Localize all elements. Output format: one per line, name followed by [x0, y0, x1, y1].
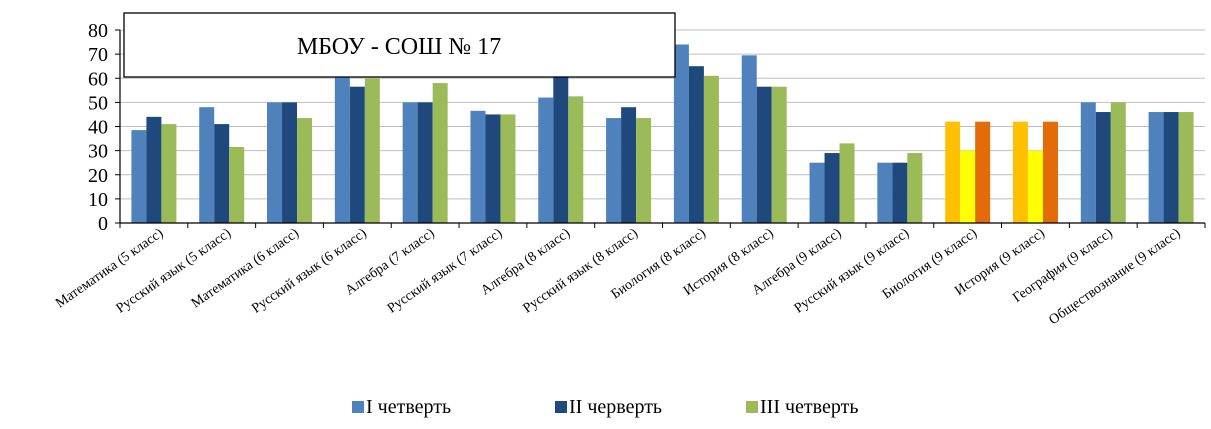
axes	[119, 30, 1206, 228]
bar	[1042, 121, 1058, 223]
bar	[334, 75, 350, 224]
legend-swatch	[352, 401, 364, 413]
x-category-label: Русский язык (6 класс)	[249, 226, 370, 317]
bar	[161, 124, 177, 223]
bar	[364, 78, 380, 223]
bar	[1027, 150, 1043, 223]
bar	[1012, 121, 1028, 223]
x-category-label: Русский язык (8 класс)	[521, 226, 642, 317]
bar	[892, 162, 908, 223]
x-category-label: Русский язык (5 класс)	[114, 226, 235, 317]
bar	[960, 150, 976, 223]
x-category-label: Русский язык (7 класс)	[385, 226, 506, 317]
y-tick-label: 50	[88, 92, 108, 114]
bar	[1095, 112, 1111, 223]
chart-title: МБОУ - СОШ № 17	[297, 34, 501, 60]
y-tick-label: 70	[88, 44, 108, 66]
bar	[1178, 112, 1194, 223]
bar	[349, 86, 365, 223]
bar	[606, 118, 622, 223]
bar	[417, 102, 433, 223]
bar	[432, 83, 448, 223]
bar	[297, 118, 313, 223]
bar	[402, 102, 418, 223]
x-category-label: Обществознание (9 класс)	[1046, 226, 1183, 328]
bar	[470, 110, 486, 223]
bars	[131, 44, 1194, 224]
x-category-label: Русский язык (9 класс)	[792, 226, 913, 317]
legend: I четверть II черверть III четверть	[352, 396, 858, 418]
bar	[282, 102, 298, 223]
bar	[673, 44, 689, 223]
bar	[1163, 112, 1179, 223]
bar	[1080, 102, 1096, 223]
legend-label: III четверть	[760, 396, 858, 418]
bar	[703, 75, 719, 224]
bar	[621, 107, 637, 223]
bar	[975, 121, 991, 223]
y-tick-label: 60	[88, 68, 108, 90]
bar	[636, 118, 652, 223]
y-tick-label: 80	[88, 20, 108, 42]
bar	[568, 96, 584, 223]
bar	[907, 153, 923, 223]
bar	[500, 114, 516, 223]
bar	[485, 114, 501, 223]
bar	[553, 75, 569, 224]
bar	[146, 116, 162, 223]
legend-swatch	[555, 401, 567, 413]
bar	[741, 55, 757, 223]
legend-label: I четверть	[366, 396, 451, 418]
legend-label: II черверть	[569, 396, 662, 418]
bar	[839, 143, 855, 223]
y-tick-label: 40	[88, 117, 108, 139]
bar	[877, 162, 893, 223]
bar	[824, 153, 840, 223]
bar	[131, 130, 147, 223]
x-category-label: Математика (5 класс)	[53, 226, 166, 312]
y-tick-label: 10	[88, 189, 108, 211]
bar	[809, 162, 825, 223]
bar	[1148, 112, 1164, 223]
bar	[771, 86, 787, 223]
y-tick-label: 20	[88, 165, 108, 187]
bar	[214, 124, 230, 223]
bar	[945, 121, 961, 223]
y-tick-label: 0	[98, 213, 108, 235]
x-category-labels: Математика (5 класс)Русский язык (5 клас…	[53, 226, 1183, 328]
legend-swatch	[746, 401, 758, 413]
bar	[538, 97, 554, 223]
chart-title-box: МБОУ - СОШ № 17	[123, 12, 676, 78]
bar	[229, 147, 245, 223]
bar	[1110, 102, 1126, 223]
bar	[267, 102, 283, 223]
y-tick-label: 30	[88, 141, 108, 163]
bar	[756, 86, 772, 223]
bar	[199, 107, 215, 223]
bar	[688, 66, 704, 223]
